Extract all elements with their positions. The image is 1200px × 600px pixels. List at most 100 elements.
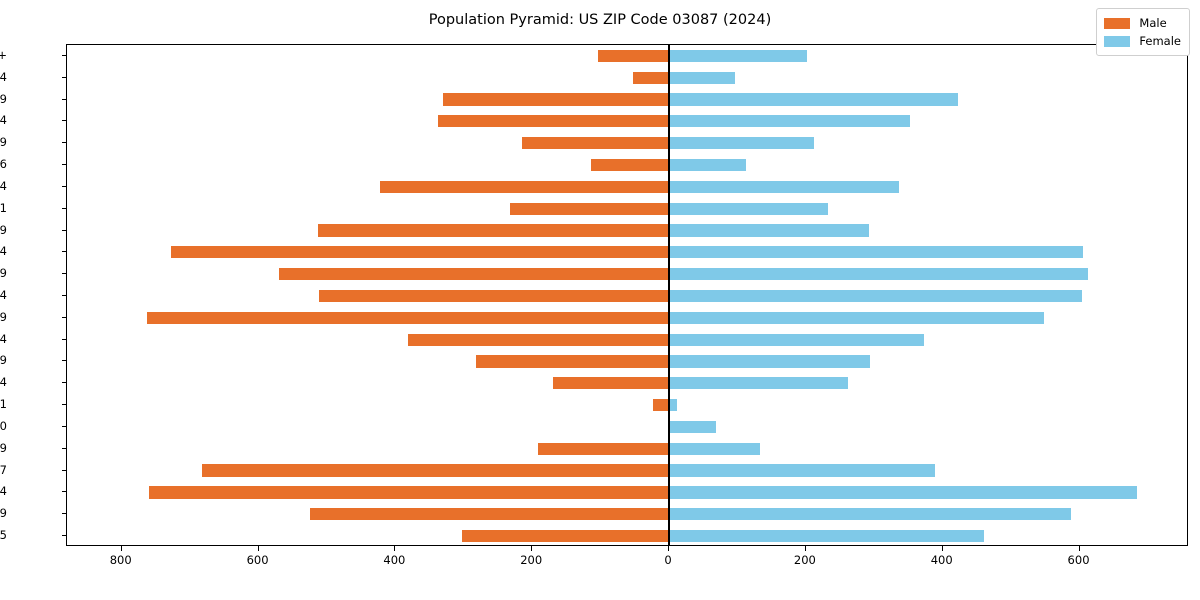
bar-female-10-14 [669,486,1137,499]
table-row [67,224,1187,237]
bar-male-40-44 [318,289,670,303]
bar-female-5-9 [669,508,1071,521]
table-row [67,137,1187,150]
bar-female-30-34 [669,333,924,346]
bar-male-70-74 [438,115,670,128]
bar-female-80-84 [669,71,736,84]
bar-male-18-19 [537,442,670,455]
x-axis-tick-mark [394,546,396,551]
y-axis-tick-mark [61,360,66,362]
bar-male-65-66 [591,158,670,172]
bar-female-85- [669,49,808,63]
y-axis-tick-mark [61,491,66,493]
x-axis-tick-mark [804,546,806,551]
legend-swatch-female-icon [1104,35,1131,47]
bar-male-80-84 [632,71,670,84]
table-row [67,399,1187,412]
bar-female-22-24 [669,377,849,390]
bar-male-35-39 [147,311,670,324]
x-axis-tick-mark [941,546,943,551]
table-row [67,289,1187,303]
bar-female-65-66 [669,158,747,172]
y-axis-label: 10-14 [0,484,7,499]
y-axis-tick-mark [61,316,66,318]
table-row [67,115,1187,128]
table-row [67,246,1187,259]
y-axis-tick-mark [61,142,66,144]
table-row [67,486,1187,499]
x-axis-label: 800 [109,553,132,567]
bar-male-45-49 [279,268,670,281]
y-axis-tick-mark [61,447,66,449]
y-axis-label: 40-44 [0,288,7,302]
y-axis-label: 21 [0,397,7,412]
y-axis-label: 65-66 [0,157,7,172]
table-row [67,158,1187,172]
y-axis-tick-mark [61,513,66,515]
bar-male-25-29 [476,355,670,368]
x-axis-tick-mark [531,546,533,551]
y-axis-label: 5-9 [0,506,7,521]
bar-male-67-69 [521,137,670,150]
legend-item-female[interactable]: Female [1104,32,1181,50]
table-row [67,180,1187,193]
x-axis-label: 600 [1067,553,1090,567]
y-axis-tick-mark [61,207,66,209]
y-axis-label: 60-61 [0,200,7,215]
y-axis-tick-mark [61,404,66,406]
bar-female-20 [669,420,716,434]
table-row [67,93,1187,106]
y-axis-label: 55-59 [0,222,7,237]
bar-male-60-61 [510,202,670,215]
legend-item-male[interactable]: Male [1104,14,1181,32]
y-axis-label: 35-39 [0,309,7,324]
y-axis-label: 18-19 [0,440,7,455]
y-axis-label: Under 5 [0,528,7,543]
bar-female-15-17 [669,464,936,477]
y-axis-tick-mark [61,382,66,384]
table-row [67,420,1187,434]
table-row [67,377,1187,390]
table-row [67,508,1187,521]
bar-female-40-44 [669,289,1083,303]
bar-male-22-24 [552,377,670,390]
y-axis-label: 30-34 [0,331,7,346]
y-axis-tick-mark [61,120,66,122]
legend-swatch-male-icon [1104,17,1131,29]
y-axis-tick-mark [61,98,66,100]
bar-female-50-54 [669,246,1083,259]
x-axis-label: 600 [246,553,269,567]
y-axis-label: 50-54 [0,244,7,259]
y-axis-label: 62-64 [0,178,7,193]
bar-female-18-19 [669,442,761,455]
y-axis-label: 80-84 [0,69,7,84]
bar-male-85- [597,49,670,63]
y-axis-tick-mark [61,535,66,537]
bar-male-30-34 [407,333,670,346]
table-row [67,442,1187,455]
y-axis-tick-mark [61,469,66,471]
bar-female-75-79 [669,93,959,106]
y-axis-label: 85+ [0,47,7,62]
y-axis-label: 67-69 [0,135,7,150]
x-axis-tick-mark [1078,546,1080,551]
bar-female-62-64 [669,180,899,193]
x-axis-label: 200 [793,553,816,567]
y-axis-label: 45-49 [0,266,7,281]
chart-legend: Male Female [1096,8,1190,56]
y-axis-label: 25-29 [0,353,7,368]
x-axis-label: 400 [383,553,406,567]
x-axis-tick-mark [257,546,259,551]
y-axis-label: 70-74 [0,113,7,128]
y-axis-tick-mark [61,251,66,253]
bar-female-21 [669,399,677,412]
table-row [67,49,1187,63]
y-axis-label: 20 [0,418,7,433]
x-axis-label: 0 [664,553,672,567]
bar-male-10-14 [149,486,670,499]
bar-female-35-39 [669,311,1044,324]
table-row [67,529,1187,543]
bar-rows [67,45,1187,545]
y-axis-tick-mark [61,229,66,231]
